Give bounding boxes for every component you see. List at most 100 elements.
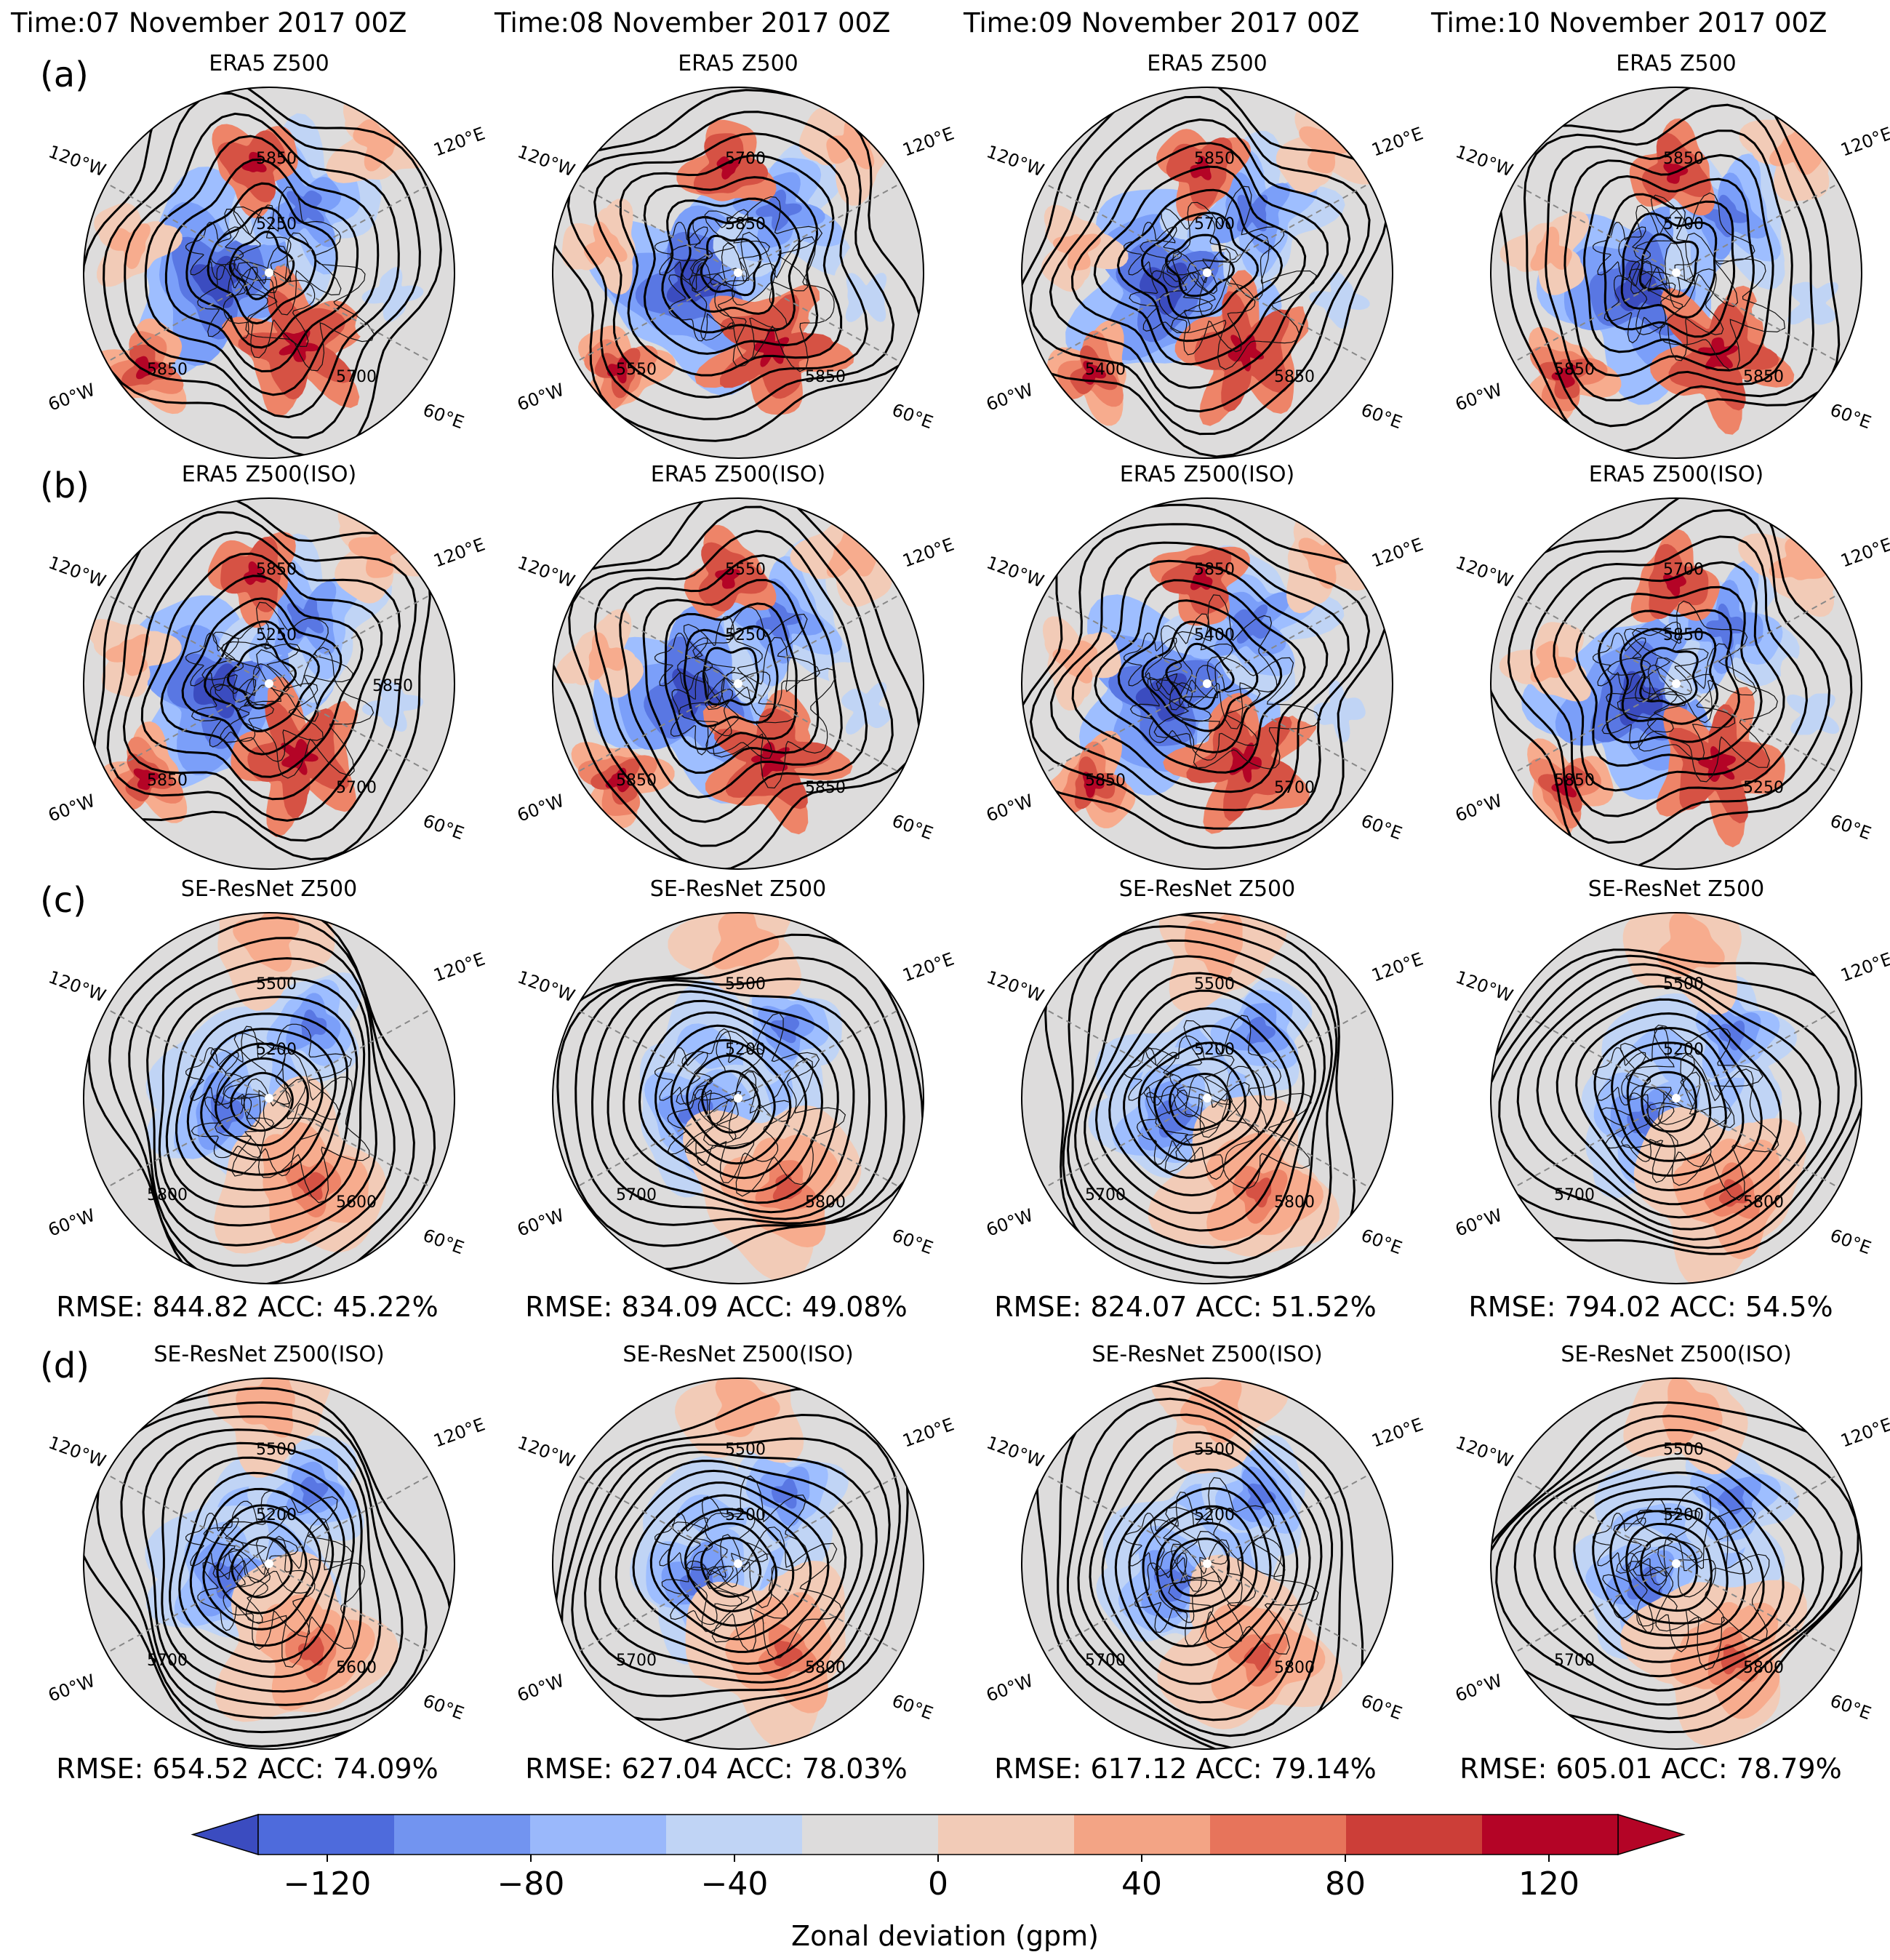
colorbar-tick-label: 120	[1518, 1865, 1579, 1903]
polar-map: 5700 5850 5550 5850 120°W 120°E 60°W 60°E	[514, 84, 957, 462]
longitude-label-ur: 120°E	[900, 534, 956, 571]
contour-label: 5800	[805, 1659, 846, 1677]
polar-map: 5500 5200 5700 5800 120°W 120°E 60°W 60°E	[1452, 909, 1890, 1287]
map-panel-d-2: SE-ResNet Z500(ISO) 5500 5200 5700 5800 120°W…	[513, 1335, 957, 1771]
colorbar-segment	[394, 1815, 530, 1855]
longitude-label-ur: 120°E	[1838, 1414, 1890, 1451]
contour-label: 5850	[147, 361, 188, 379]
contour-label: 5850	[372, 677, 413, 695]
polar-map: 5500 5200 5800 5600 120°W 120°E 60°W 60°E	[45, 909, 488, 1287]
contour-label: 5700	[1663, 561, 1704, 579]
metric-c-4: RMSE: 794.02 ACC: 54.5%	[1468, 1291, 1833, 1323]
contour-label: 5850	[1194, 150, 1235, 168]
longitude-label-ul: 120°W	[515, 141, 577, 180]
panel-title: ERA5 Z500	[678, 51, 798, 76]
contour-label: 5700	[147, 1652, 188, 1670]
map-panel-d-1: SE-ResNet Z500(ISO) 5500 5200 5700 5600 120°W…	[44, 1335, 488, 1771]
longitude-label-ll: 60°W	[1452, 380, 1505, 415]
panel-title: SE-ResNet Z500	[180, 876, 358, 902]
metric-d-2: RMSE: 627.04 ACC: 78.03%	[525, 1753, 908, 1785]
map-panel-a-2: ERA5 Z500 5700 5850 5550 5850 120°W 120°E 60°W 6…	[513, 44, 957, 480]
contour-label: 5600	[336, 1193, 377, 1212]
contour-label: 5200	[725, 1041, 766, 1059]
longitude-label-ul: 120°W	[46, 552, 108, 591]
panel-title: ERA5 Z500(ISO)	[650, 462, 826, 487]
contour-label: 5850	[1663, 150, 1704, 168]
metric-c-2: RMSE: 834.09 ACC: 49.08%	[525, 1291, 908, 1323]
colorbar-segment	[938, 1815, 1074, 1855]
polar-map: 5850 5400 5850 5700 120°W 120°E 60°W 60°E	[983, 495, 1426, 873]
map-panel-c-3: SE-ResNet Z500 5500 5200 5700 5800 120°W 120°E…	[982, 869, 1426, 1305]
contour-label: 5200	[1194, 1041, 1235, 1059]
contour-label: 5800	[1743, 1193, 1784, 1212]
longitude-label-lr: 60°E	[1358, 399, 1405, 433]
contour-label: 5800	[1274, 1193, 1315, 1212]
longitude-label-ul: 120°W	[1453, 967, 1515, 1006]
contour-label: 5550	[616, 361, 657, 379]
panel-title: ERA5 Z500	[1616, 51, 1737, 76]
contour-label: 5700	[1554, 1652, 1595, 1670]
contour-label: 5800	[1274, 1659, 1315, 1677]
metric-c-1: RMSE: 844.82 ACC: 45.22%	[56, 1291, 439, 1323]
colorbar-segment	[258, 1815, 394, 1855]
panel-title: SE-ResNet Z500(ISO)	[1561, 1342, 1792, 1367]
metric-d-4: RMSE: 605.01 ACC: 78.79%	[1459, 1753, 1842, 1785]
colorbar-tick-label: −120	[284, 1865, 372, 1903]
panel-title: SE-ResNet Z500(ISO)	[1092, 1342, 1323, 1367]
contour-label: 5700	[616, 1652, 657, 1670]
contour-label: 5850	[1274, 368, 1315, 386]
panel-title: ERA5 Z500(ISO)	[181, 462, 357, 487]
panel-title: SE-ResNet Z500(ISO)	[153, 1342, 385, 1367]
longitude-label-ul: 120°W	[515, 1432, 577, 1471]
longitude-label-ur: 120°E	[1369, 534, 1425, 571]
longitude-label-ll: 60°W	[45, 791, 97, 826]
longitude-label-ll: 60°W	[514, 380, 566, 415]
longitude-label-ll: 60°W	[45, 1205, 97, 1241]
longitude-label-ur: 120°E	[900, 123, 956, 160]
longitude-label-lr: 60°E	[1827, 399, 1874, 433]
contour-label: 5600	[336, 1659, 377, 1677]
contour-label: 5850	[256, 150, 297, 168]
contour-label: 5700	[336, 779, 377, 797]
colorbar-segment	[1210, 1815, 1346, 1855]
longitude-label-ll: 60°W	[1452, 1205, 1505, 1241]
contour-label: 5800	[805, 1193, 846, 1212]
longitude-label-ul: 120°W	[46, 141, 108, 180]
metric-c-3: RMSE: 824.07 ACC: 51.52%	[994, 1291, 1377, 1323]
contour-label: 5500	[1194, 975, 1235, 993]
longitude-label-ll: 60°W	[45, 380, 97, 415]
contour-label: 5700	[725, 150, 766, 168]
metric-d-3: RMSE: 617.12 ACC: 79.14%	[994, 1753, 1377, 1785]
longitude-label-ur: 120°E	[1369, 123, 1425, 160]
polar-map: 5500 5200 5700 5800 120°W 120°E 60°W 60°E	[983, 1375, 1426, 1753]
longitude-label-ul: 120°W	[46, 1432, 108, 1471]
map-panel-b-4: ERA5 Z500(ISO) 5700 5850 5850 5250 120°W 120°E…	[1451, 455, 1890, 891]
longitude-label-lr: 60°E	[1358, 810, 1405, 844]
polar-map: 5550 5250 5850 5850 120°W 120°E 60°W 60°E	[514, 495, 957, 873]
map-panel-d-4: SE-ResNet Z500(ISO) 5500 5200 5700 5800 120°W…	[1451, 1335, 1890, 1771]
contour-label: 5200	[256, 1041, 297, 1059]
longitude-label-lr: 60°E	[889, 810, 936, 844]
contour-label: 5850	[1554, 772, 1595, 790]
colorbar-tick-label: −80	[497, 1865, 565, 1903]
longitude-label-ur: 120°E	[1838, 123, 1890, 160]
longitude-label-ll: 60°W	[45, 1671, 97, 1706]
longitude-label-ll: 60°W	[983, 380, 1036, 415]
row-label-b: (b)	[40, 465, 89, 506]
longitude-label-ur: 120°E	[1369, 948, 1425, 985]
longitude-label-ll: 60°W	[514, 1671, 566, 1706]
contour-label: 5850	[805, 779, 846, 797]
polar-map: 5500 5200 5700 5800 120°W 120°E 60°W 60°E	[514, 909, 957, 1287]
column-time-2: Time:08 November 2017 00Z	[494, 7, 891, 39]
panel-title: ERA5 Z500	[209, 51, 329, 76]
longitude-label-ul: 120°W	[984, 552, 1046, 591]
panel-title: SE-ResNet Z500	[1118, 876, 1296, 902]
map-panel-b-2: ERA5 Z500(ISO) 5550 5250 5850 5850 120°W 120°E…	[513, 455, 957, 891]
contour-label: 5500	[725, 1441, 766, 1459]
map-panel-b-1: ERA5 Z500(ISO) 5850 5250 5850 5700 5850 120°W 1…	[44, 455, 488, 891]
longitude-label-ll: 60°W	[514, 791, 566, 826]
longitude-label-ll: 60°W	[983, 1671, 1036, 1706]
colorbar-tick-label: 80	[1325, 1865, 1366, 1903]
polar-map: 5500 5200 5700 5800 120°W 120°E 60°W 60°E	[983, 909, 1426, 1287]
longitude-label-lr: 60°E	[889, 399, 936, 433]
